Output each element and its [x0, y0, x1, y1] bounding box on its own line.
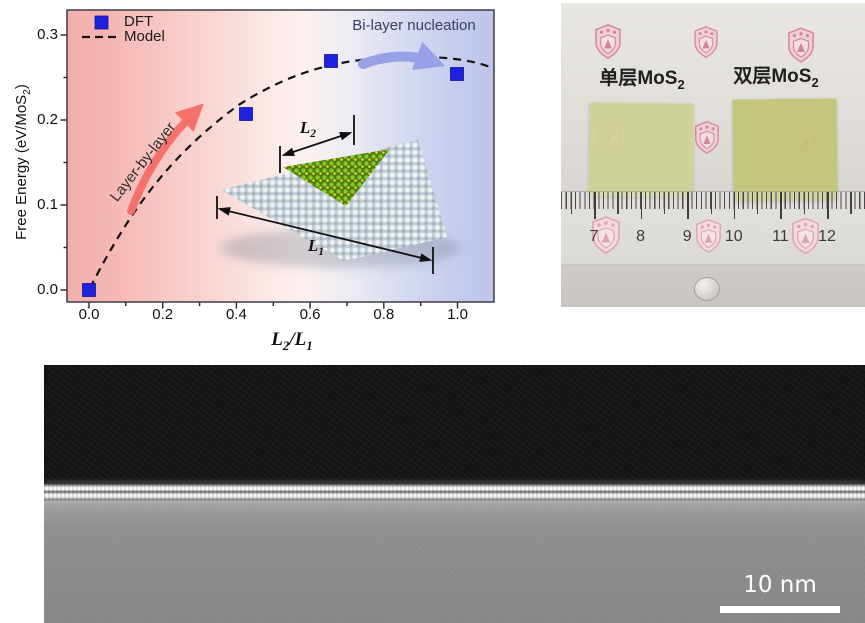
ruler-number: 7	[589, 228, 599, 245]
dft-data-points	[82, 54, 464, 297]
bilayer-label-text: 双层MoS	[733, 66, 812, 87]
monolayer-label-text: 单层MoS	[599, 68, 678, 89]
ruler-cm-tick	[594, 192, 596, 219]
monolayer-label: 单层MoS2	[599, 63, 684, 92]
mos2-flake-inset	[216, 115, 460, 274]
y-axis-title: Free Energy (eV/MoS2)	[13, 62, 33, 262]
l2-base: L	[299, 117, 311, 137]
ruler-halfcm-tick	[663, 192, 666, 214]
y-axis-title-sub: 2	[22, 89, 33, 95]
x-tick: 0.4	[225, 306, 247, 323]
dft-data-point	[450, 67, 464, 81]
ruler-mm-ticks	[561, 192, 865, 209]
ruler-number: 10	[724, 228, 743, 245]
legend-dft-label: DFT	[124, 13, 154, 30]
x-axis-title-l: L	[271, 329, 283, 350]
free-energy-chart-panel: Free Energy (eV/MoS2) 0.0 0.1 0.2 0.3 0.…	[0, 0, 520, 354]
y-tick-0.1: 0.1	[37, 196, 58, 213]
dft-data-point	[324, 54, 338, 68]
inset-l1-label: L1	[308, 236, 324, 258]
scale-bar	[720, 606, 840, 613]
ruler-cm-tick	[827, 192, 829, 219]
x-tick: 0.2	[152, 306, 174, 323]
scale-bar-label: 10 nm	[743, 572, 817, 598]
bilayer-nucleation-label: Bi-layer nucleation	[352, 17, 476, 34]
layer-by-layer-arrow	[127, 103, 204, 215]
y-tick-0.3: 0.0	[37, 281, 58, 298]
x-tick: 0.8	[373, 306, 395, 323]
university-logo-watermark	[694, 121, 720, 154]
ruler-cm-tick	[640, 192, 643, 219]
l2-sub: 2	[310, 127, 317, 141]
tem-cross-section-panel: 10 nm	[44, 365, 865, 623]
ruler-number: 8	[636, 228, 646, 245]
tem-substrate-region	[44, 500, 865, 623]
sample-photo-panel: 单层MoS2 双层MoS2 7 8 9 10 11 12	[561, 3, 865, 307]
ruler-halfcm-tick	[710, 192, 712, 214]
y-axis-title-close: )	[13, 84, 30, 90]
bilayer-top-flake	[283, 149, 390, 206]
university-logo-watermark	[693, 26, 719, 58]
university-logo-watermark	[787, 27, 815, 63]
ruler-cm-tick	[687, 192, 689, 219]
inset-l2-label: L2	[300, 118, 316, 140]
tem-bilayer-mos2-line	[44, 483, 865, 501]
x-axis-title-rsub: 1	[306, 337, 313, 353]
legend-model-label: Model	[124, 28, 165, 45]
ruler-halfcm-tick	[803, 192, 805, 214]
monolayer-label-sub: 2	[677, 76, 685, 92]
ruler-halfcm-tick	[617, 192, 619, 214]
legend-dft-marker	[94, 15, 109, 30]
chart-svg	[60, 9, 495, 309]
x-axis-title-lsub: 2	[282, 337, 290, 353]
dft-data-point	[82, 283, 96, 297]
ruler-halfcm-tick	[757, 192, 759, 214]
x-tick: 0.0	[78, 306, 100, 323]
bilayer-nucleation-arrow	[358, 41, 446, 70]
x-tick: 1.0	[447, 306, 468, 323]
water-droplet	[694, 277, 720, 301]
length-markers	[216, 115, 434, 274]
x-axis-title-mid: /L	[289, 329, 307, 350]
l1-sub: 1	[318, 245, 325, 259]
y-tick-0.0: 0.3	[37, 26, 58, 43]
x-tick: 0.6	[299, 306, 321, 323]
x-axis-title: L2/L1	[271, 329, 312, 354]
monolayer-film-sample	[588, 102, 694, 198]
ruler-number: 11	[772, 228, 789, 245]
university-logo-watermark	[594, 24, 622, 59]
l1-base: L	[307, 235, 319, 255]
bilayer-film-sample	[732, 98, 838, 202]
dft-data-point	[239, 107, 253, 121]
ruler: 7 8 9 10 11 12	[561, 191, 865, 265]
y-tick-0.2: 0.2	[37, 111, 58, 128]
ruler-halfcm-tick	[570, 192, 572, 214]
ruler-cm-tick	[733, 192, 736, 219]
bilayer-label: 双层MoS2	[733, 61, 818, 90]
ruler-halfcm-tick	[850, 192, 852, 214]
plot-border	[66, 9, 495, 303]
ruler-number: 12	[818, 228, 836, 245]
bilayer-label-sub: 2	[811, 74, 819, 90]
model-curve	[89, 55, 494, 289]
ruler-number: 9	[682, 228, 692, 245]
ruler-cm-tick	[780, 192, 783, 219]
